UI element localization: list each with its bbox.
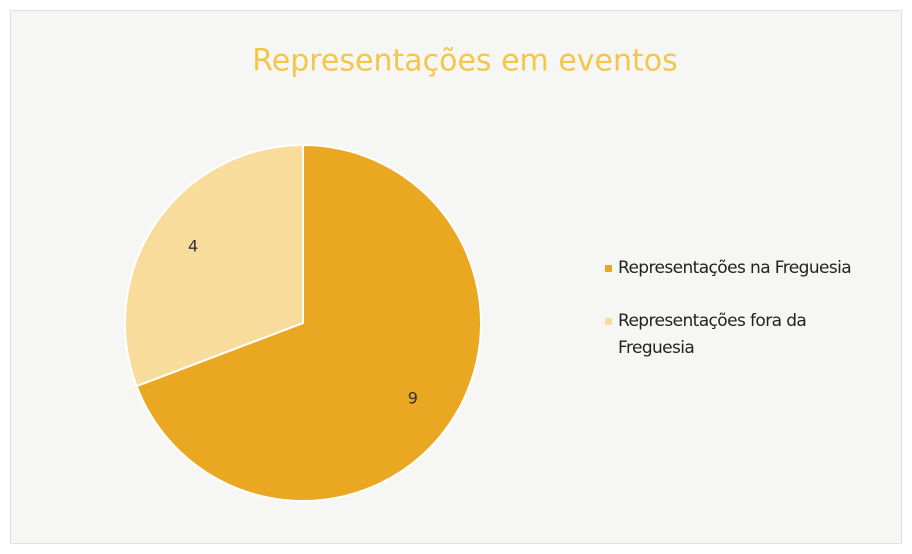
legend-swatch bbox=[605, 318, 612, 325]
pie-slice bbox=[135, 143, 482, 502]
pie-slice bbox=[124, 143, 304, 388]
legend: Representações na Freguesia Representaçõe… bbox=[605, 255, 875, 388]
legend-entry: Representações fora da Freguesia bbox=[605, 308, 875, 362]
data-label: 4 bbox=[188, 237, 198, 256]
legend-label: Representações fora da Freguesia bbox=[618, 311, 807, 358]
chart-title: Representações em eventos bbox=[252, 44, 678, 79]
legend-label: Representações na Freguesia bbox=[618, 258, 852, 278]
legend-swatch bbox=[605, 265, 612, 272]
data-label: 9 bbox=[408, 388, 418, 407]
legend-entry: Representações na Freguesia bbox=[605, 255, 875, 282]
